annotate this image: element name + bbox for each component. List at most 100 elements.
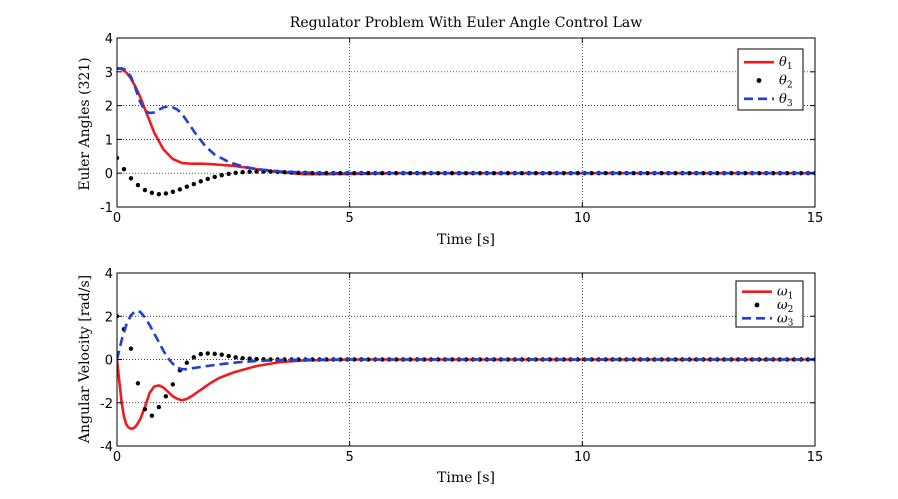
data-point: [170, 189, 176, 194]
y-tick-label: 4: [105, 32, 113, 47]
y-axis-label: Euler Angles (321): [77, 57, 93, 190]
legend-label: ω3: [777, 311, 794, 328]
data-point: [156, 404, 162, 410]
data-point: [226, 353, 231, 359]
y-tick-label: 3: [105, 66, 113, 81]
data-point: [505, 171, 511, 176]
x-tick-label: 10: [574, 450, 591, 465]
data-point: [338, 171, 343, 176]
data-point: [149, 190, 155, 196]
x-tick-label: 0: [113, 211, 121, 226]
data-point: [170, 382, 176, 387]
data-point: [135, 381, 141, 386]
data-point: [163, 394, 169, 399]
y-tick-label: 1: [105, 133, 113, 148]
data-point: [233, 170, 238, 176]
data-point: [219, 352, 224, 357]
data-point: [407, 171, 413, 176]
y-tick-label: 2: [105, 310, 113, 325]
series-group: [117, 309, 815, 431]
data-point: [163, 191, 169, 196]
x-tick-label: 15: [807, 211, 824, 226]
legend-box: [737, 48, 804, 111]
figure-title: Regulator Problem With Euler Angle Contr…: [290, 15, 642, 31]
data-point: [198, 351, 203, 357]
data-point: [191, 355, 196, 360]
data-point: [366, 171, 371, 176]
x-tick-label: 5: [346, 211, 354, 226]
data-point: [254, 169, 259, 174]
data-point: [240, 169, 245, 175]
ticks: 0 5 10 15 -4 -2 0 2 4: [100, 267, 823, 465]
y-tick-label: 0: [105, 167, 113, 182]
data-point: [226, 171, 231, 177]
data-point: [219, 173, 224, 178]
x-tick-label: 10: [574, 211, 591, 226]
data-point: [233, 355, 238, 360]
data-point: [149, 413, 155, 418]
data-point: [128, 346, 134, 351]
legend-label: ω1: [777, 285, 793, 302]
data-point: [547, 171, 552, 176]
data-point: [575, 171, 580, 176]
x-tick-label: 0: [113, 450, 121, 465]
data-point: [142, 187, 148, 193]
series-group: [117, 67, 815, 197]
x-tick-label: 5: [346, 450, 354, 465]
legend-marker: [756, 78, 762, 83]
plot-area: [117, 38, 815, 207]
data-point: [324, 171, 329, 176]
data-point: [589, 171, 594, 176]
angular-velocity-axes: 0 5 10 15 -4 -2 0 2 4 Time [s] Angular Velocity …: [77, 267, 823, 486]
series-3-line: [117, 67, 815, 175]
data-point: [268, 169, 273, 174]
y-tick-label: 2: [105, 100, 113, 115]
data-point: [205, 176, 210, 182]
data-point: [421, 171, 427, 176]
y-tick-label: -4: [100, 440, 113, 455]
data-point: [533, 171, 538, 176]
data-point: [205, 351, 210, 356]
x-tick-label: 15: [807, 450, 824, 465]
data-point: [352, 171, 357, 176]
data-point: [156, 191, 162, 197]
legend-label: θ3: [779, 92, 793, 109]
data-point: [184, 360, 189, 365]
y-tick-label: 0: [105, 354, 113, 369]
data-point: [135, 182, 141, 188]
data-point: [247, 356, 252, 361]
series-3-line: [117, 309, 815, 371]
y-tick-label: -1: [100, 201, 113, 216]
data-point: [561, 171, 566, 176]
data-point: [117, 155, 120, 161]
legend-marker: [754, 302, 760, 308]
data-point: [519, 171, 525, 176]
data-point: [212, 351, 217, 357]
data-point: [191, 181, 196, 187]
data-point: [394, 171, 399, 176]
data-point: [435, 171, 441, 176]
data-point: [631, 171, 636, 176]
data-point: [449, 171, 455, 176]
data-point: [184, 184, 189, 189]
data-point: [240, 356, 245, 361]
axes-frame: [116, 37, 816, 208]
data-point: [463, 171, 469, 176]
data-point: [247, 169, 252, 175]
data-point: [177, 187, 183, 192]
data-point: [282, 169, 287, 175]
data-point: [142, 407, 148, 412]
data-point: [128, 176, 134, 181]
data-point: [212, 174, 217, 180]
data-point: [491, 171, 497, 176]
y-tick-label: 4: [105, 267, 113, 282]
y-tick-label: -2: [100, 397, 113, 412]
legend-label: ω2: [777, 298, 793, 315]
data-point: [198, 179, 203, 184]
x-axis-label: Time [s]: [437, 232, 495, 248]
